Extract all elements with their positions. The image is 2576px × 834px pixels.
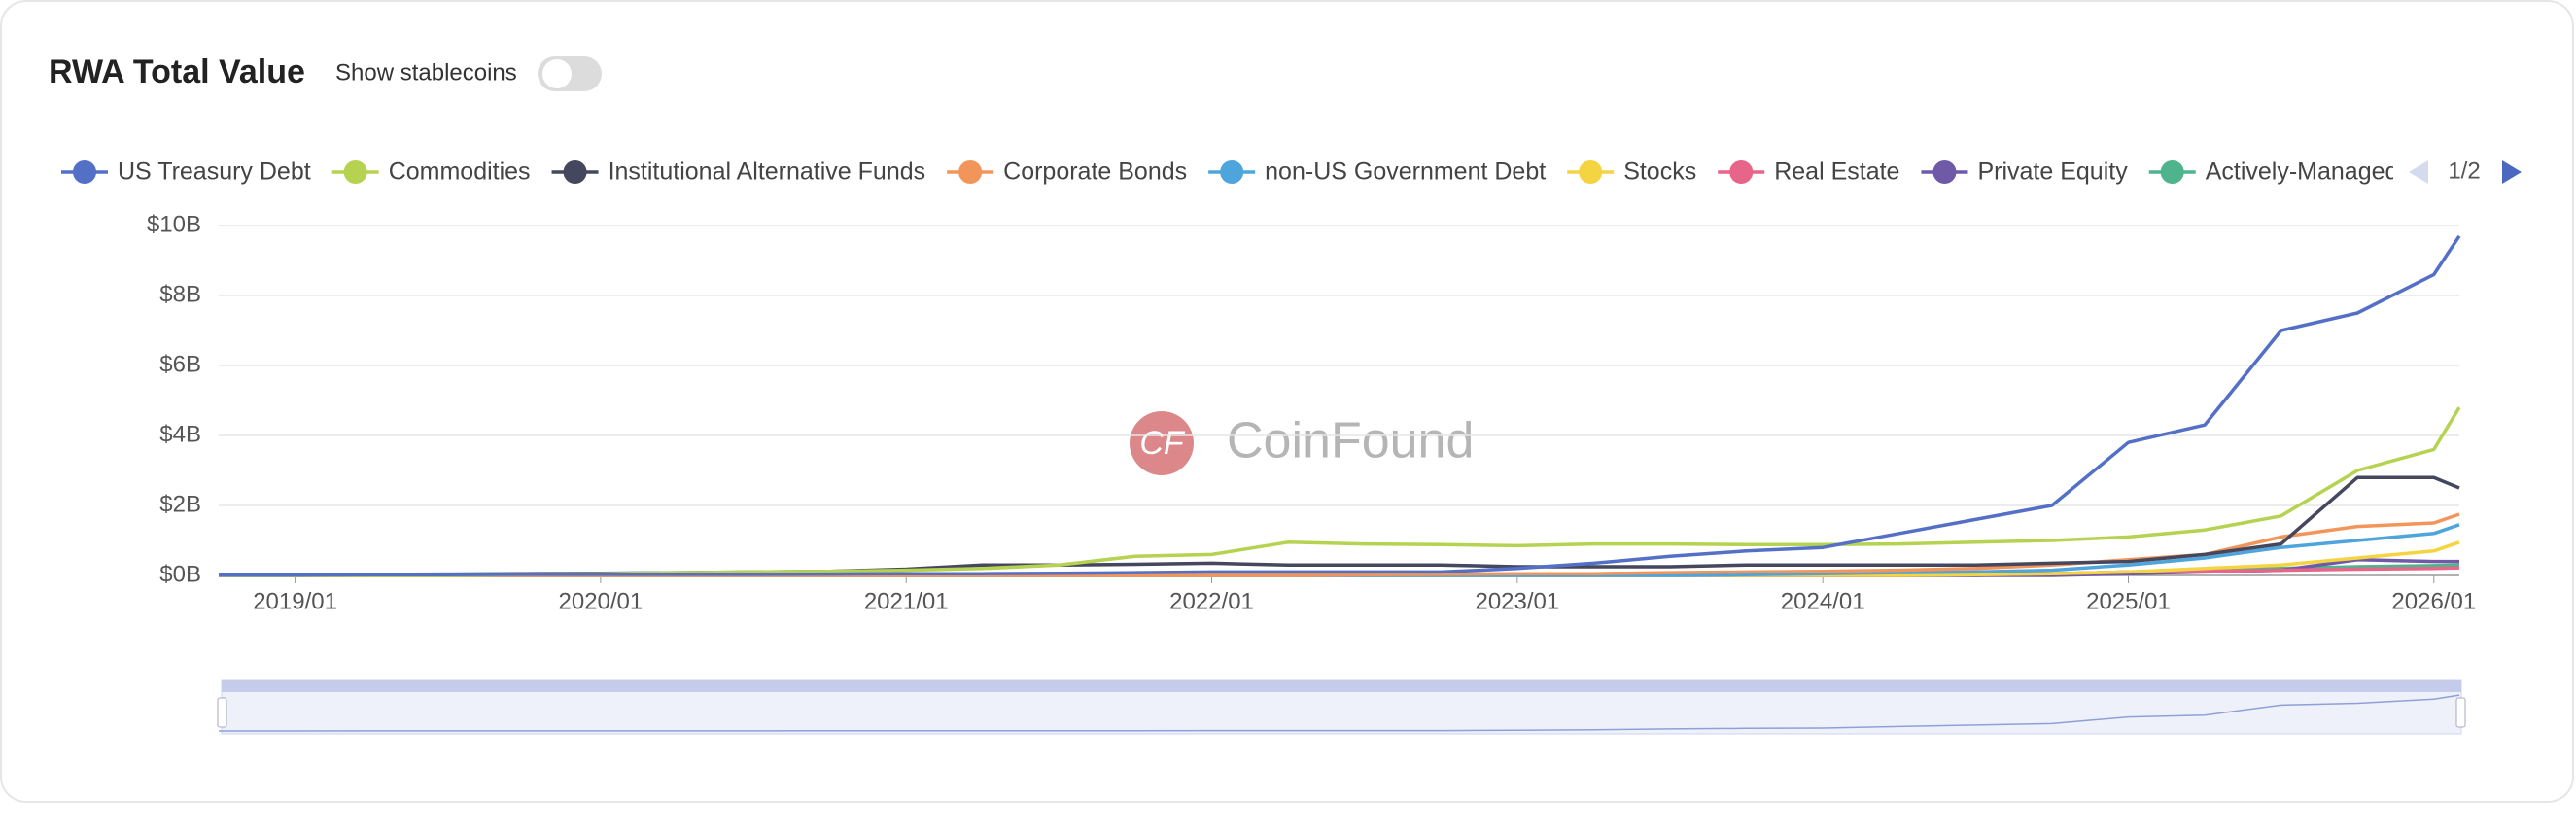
x-tick-label: 2023/01	[1475, 588, 1559, 614]
zoom-handle[interactable]	[2455, 697, 2466, 728]
legend-label: Corporate Bonds	[1003, 158, 1187, 186]
card	[0, 0, 2574, 803]
y-tick-label: $10B	[147, 211, 201, 237]
y-tick-label: $0B	[159, 561, 201, 587]
toggle-label: Show stablecoins	[335, 59, 517, 86]
watermark: CF	[1130, 411, 1194, 475]
y-tick-label: $2B	[159, 491, 201, 517]
x-tick-label: 2025/01	[2086, 588, 2171, 614]
legend-label: Institutional Alternative Funds	[609, 158, 926, 186]
legend-dot	[73, 160, 96, 184]
legend-dot	[2160, 160, 2184, 184]
x-tick-label: 2022/01	[1169, 588, 1254, 614]
legend-item[interactable]: Private Equity	[1921, 158, 2128, 186]
y-tick-label: $8B	[159, 281, 201, 307]
legend-item[interactable]: Commodities	[331, 158, 531, 186]
legend-dot	[343, 160, 367, 184]
x-tick-label: 2019/01	[253, 588, 337, 614]
watermark-logo	[1130, 411, 1194, 475]
legend-dot	[1220, 160, 1244, 184]
watermark-text: CoinFound	[1227, 413, 1474, 469]
legend-dot	[1932, 160, 1957, 184]
legend-item[interactable]: Stocks	[1567, 158, 1696, 186]
legend-next[interactable]	[2502, 160, 2522, 184]
legend-dot	[1579, 160, 1603, 184]
series-line	[219, 234, 2461, 577]
y-tick-label: $6B	[159, 351, 201, 377]
x-tick-label: 2020/01	[559, 588, 644, 614]
legend-label: Stocks	[1623, 158, 1696, 186]
x-tick-label: 2026/01	[2391, 588, 2476, 614]
legend-dot	[1729, 160, 1754, 184]
legend-prev[interactable]	[2409, 160, 2428, 184]
legend-label: US Treasury Debt	[118, 158, 311, 186]
legend-label: Actively-Managed	[2206, 158, 2399, 186]
legend-item[interactable]: non-US Government Debt	[1208, 158, 1546, 186]
x-tick-label: 2021/01	[864, 588, 949, 614]
legend-item[interactable]: Corporate Bonds	[947, 158, 1187, 186]
y-tick-label: $4B	[159, 421, 201, 447]
legend-label: Real Estate	[1774, 158, 1899, 186]
legend-item[interactable]: Actively-Managed	[2148, 158, 2399, 186]
zoom-handle[interactable]	[217, 697, 227, 728]
x-tick-label: 2024/01	[1781, 588, 1865, 614]
legend-item[interactable]: Real Estate	[1718, 158, 1899, 186]
chart-title: RWA Total Value	[49, 53, 305, 90]
legend-dot	[563, 160, 587, 184]
legend: US Treasury Debt Commodities Institutional…	[61, 158, 2399, 186]
legend-item[interactable]: US Treasury Debt	[61, 158, 311, 186]
legend-dot	[958, 160, 983, 184]
zoom-bar[interactable]	[222, 680, 2461, 692]
overview-line	[219, 694, 2460, 732]
watermark-logo-mark: CF	[1139, 425, 1186, 462]
legend-label: Commodities	[389, 158, 531, 186]
toggle-knob	[542, 59, 572, 88]
legend-label: Private Equity	[1977, 158, 2128, 186]
legend-label: non-US Government Debt	[1265, 158, 1546, 186]
legend-item[interactable]: Institutional Alternative Funds	[551, 158, 926, 186]
legend-page: 1/2	[2448, 157, 2480, 184]
